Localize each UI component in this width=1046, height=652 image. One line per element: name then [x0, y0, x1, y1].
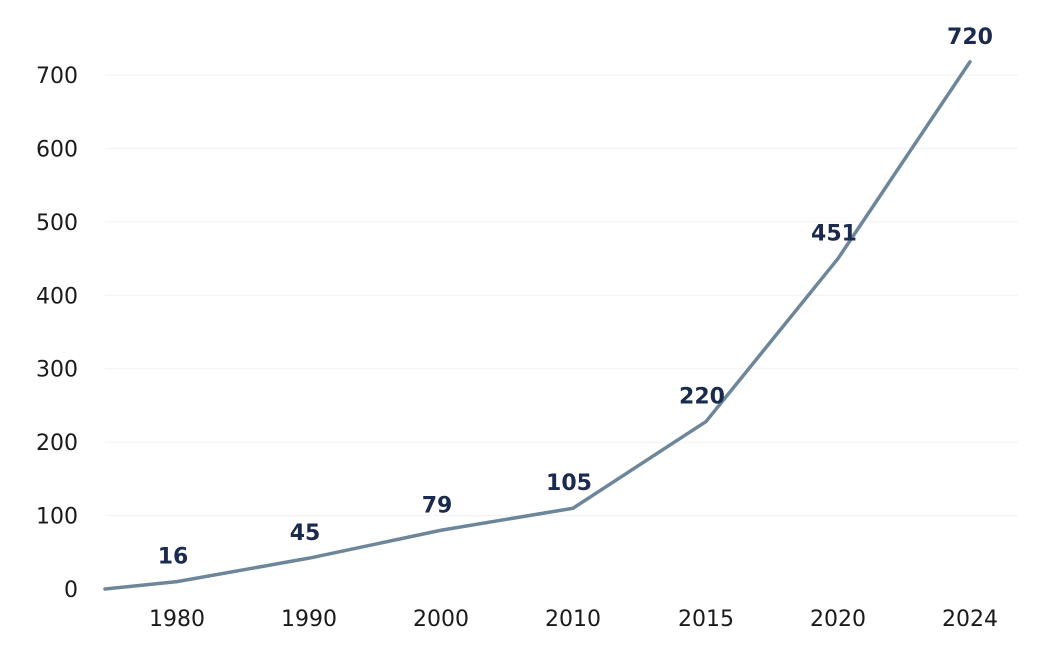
y-tick-label: 200 [36, 431, 78, 456]
x-tick-label: 2024 [942, 607, 998, 632]
y-tick-label: 0 [64, 578, 78, 603]
y-tick-label: 700 [36, 64, 78, 89]
x-tick-label: 1980 [149, 607, 205, 632]
x-tick-label: 2020 [810, 607, 866, 632]
series-line-group [103, 60, 972, 591]
data-label: 720 [947, 25, 993, 50]
data-label: 45 [290, 521, 321, 546]
x-tick-label: 2000 [413, 607, 469, 632]
y-tick-label: 400 [36, 284, 78, 309]
x-tick-label: 2010 [545, 607, 601, 632]
data-label: 451 [811, 222, 857, 247]
data-label: 16 [158, 545, 189, 570]
series-line [103, 60, 972, 591]
y-tick-label: 500 [36, 211, 78, 236]
data-label: 220 [679, 385, 725, 410]
data-labels: 16 45 79 105 220 451 720 [158, 25, 993, 570]
y-tick-label: 300 [36, 358, 78, 383]
data-label: 105 [546, 471, 592, 496]
y-tick-label: 600 [36, 137, 78, 162]
y-tick-label: 100 [36, 505, 78, 530]
x-axis-tick-labels: 1980 1990 2000 2010 2015 2020 2024 [149, 607, 998, 632]
data-label: 79 [422, 493, 453, 518]
y-axis-tick-labels: 0 100 200 300 400 500 600 700 [36, 64, 78, 603]
x-tick-label: 1990 [281, 607, 337, 632]
grid-lines [105, 74, 1018, 517]
x-tick-label: 2015 [678, 607, 734, 632]
